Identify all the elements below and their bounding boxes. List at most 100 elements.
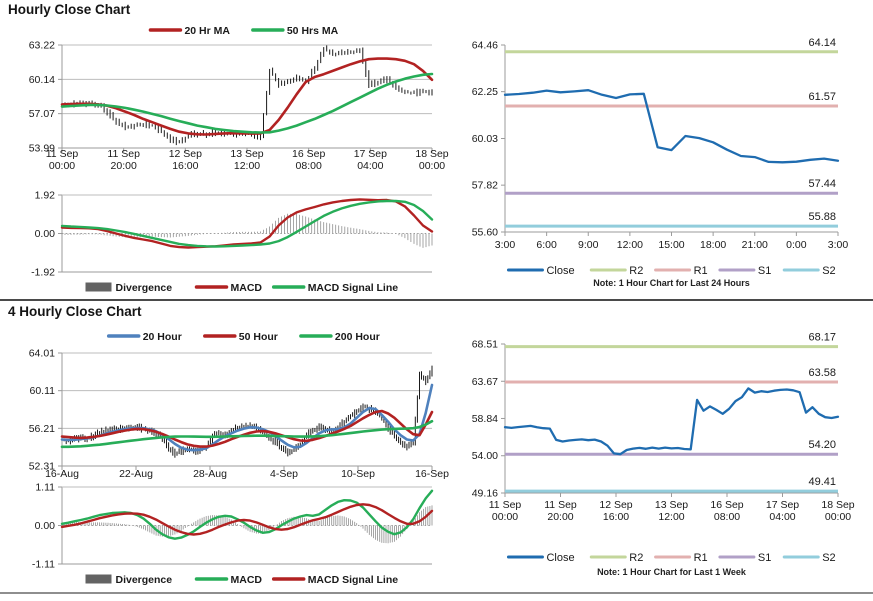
hourly-pivot-note: Note: 1 Hour Chart for Last 24 Hours <box>593 278 750 288</box>
x-tick-label: 12 Sep <box>169 148 202 160</box>
hourly-macd-chart: 1.92 0.00 -1.92 Divergence MACD MACD Signal L… <box>31 190 434 294</box>
x-tick-label: 16-Sep <box>415 468 449 480</box>
x-tick-label: 18 Sep <box>415 148 448 160</box>
x-tick-label: 6:00 <box>536 239 557 251</box>
level-label-R1: 63.58 <box>808 367 836 379</box>
bottom-divider <box>0 592 873 594</box>
y-tick-label: 55.60 <box>472 227 498 239</box>
ma-line <box>60 383 434 452</box>
y-tick-label: 1.92 <box>35 190 56 202</box>
level-label-S2: 49.41 <box>808 476 836 488</box>
y-tick-label: 49.16 <box>472 488 498 500</box>
legend-label: 50 Hrs MA <box>287 25 339 37</box>
x-tick-label: 16 Sep <box>292 148 325 160</box>
legend-label: 50 Hour <box>239 331 278 343</box>
y-tick-label: 60.14 <box>29 74 55 86</box>
level-label-S1: 54.20 <box>808 439 836 451</box>
x-tick-label: 12 Sep <box>599 499 632 511</box>
section-title-fourhourly: 4 Hourly Close Chart <box>8 304 142 319</box>
x-tick-label: 18:00 <box>700 239 726 251</box>
legend-label: Close <box>546 552 574 564</box>
x-tick-label: 3:00 <box>828 239 849 251</box>
level-label-R2: 64.14 <box>808 37 836 49</box>
ma-line <box>60 419 434 449</box>
x-tick-label: 3:00 <box>495 239 516 251</box>
x-tick-label: 11 Sep <box>489 499 522 511</box>
y-tick-label: 60.03 <box>472 133 498 145</box>
level-label-S1: 57.44 <box>808 178 836 190</box>
legend-label: MACD <box>231 574 263 586</box>
y-tick-label: 62.25 <box>472 86 498 98</box>
y-tick-label: 58.84 <box>472 413 498 425</box>
x-tick-label: 11 Sep <box>544 499 577 511</box>
y-tick-label: 52.31 <box>29 461 55 473</box>
x-tick-label: 11 Sep <box>46 148 79 160</box>
x-tick-label: 18 Sep <box>821 499 854 511</box>
x-tick-label: 17 Sep <box>354 148 387 160</box>
x-tick-label: 11 Sep <box>107 148 140 160</box>
y-tick-label: 1.11 <box>35 482 55 494</box>
y-tick-label: 57.82 <box>472 180 498 192</box>
x-tick-label: 16:00 <box>603 511 629 523</box>
x-tick-label: 9:00 <box>578 239 599 251</box>
legend-label: 200 Hour <box>335 331 380 343</box>
legend-label: MACD Signal Line <box>308 574 399 586</box>
x-tick-label: 04:00 <box>357 160 383 172</box>
x-tick-label: 12:00 <box>658 511 684 523</box>
legend-label: Divergence <box>116 282 173 294</box>
y-tick-label: 53.99 <box>29 143 55 155</box>
x-tick-label: 12:00 <box>617 239 643 251</box>
y-tick-label: -1.11 <box>32 559 55 571</box>
x-tick-label: 16-Aug <box>45 468 79 480</box>
macd-line <box>60 489 434 540</box>
x-tick-label: 08:00 <box>296 160 322 172</box>
legend-label: MACD Signal Line <box>308 282 399 294</box>
y-tick-label: 54.00 <box>472 450 498 462</box>
legend-swatch-divergence <box>85 282 112 292</box>
x-tick-label: 00:00 <box>419 160 445 172</box>
y-tick-label: 0.00 <box>35 228 56 240</box>
x-tick-label: 20:00 <box>547 511 573 523</box>
legend-label: R2 <box>629 552 643 564</box>
macd-line <box>60 198 434 249</box>
x-tick-label: 04:00 <box>769 511 795 523</box>
x-tick-label: 17 Sep <box>766 499 799 511</box>
x-tick-label: 10-Sep <box>341 468 375 480</box>
legend-label: 20 Hour <box>143 331 182 343</box>
ma-line <box>60 57 434 136</box>
legend-label: R2 <box>629 265 643 277</box>
legend-label: R1 <box>694 265 708 277</box>
x-tick-label: 08:00 <box>714 511 740 523</box>
y-tick-label: 57.07 <box>29 108 55 120</box>
ma-line <box>60 409 434 448</box>
y-tick-label: 56.21 <box>29 423 55 435</box>
x-tick-label: 4-Sep <box>270 468 298 480</box>
x-tick-label: 16 Sep <box>710 499 743 511</box>
legend-label: S1 <box>758 552 771 564</box>
legend-label: 20 Hr MA <box>184 25 230 37</box>
macd-line <box>60 199 434 248</box>
legend-label: Close <box>546 265 574 277</box>
x-tick-label: 22-Aug <box>119 468 153 480</box>
macd-line <box>60 503 434 536</box>
legend-label: R1 <box>694 552 708 564</box>
level-label-R2: 68.17 <box>808 332 836 344</box>
x-tick-label: 16:00 <box>172 160 198 172</box>
close-line <box>503 89 840 164</box>
y-tick-label: 64.01 <box>29 348 55 360</box>
y-tick-label: 68.51 <box>472 339 498 351</box>
y-tick-label: 64.46 <box>472 40 498 52</box>
x-tick-label: 13 Sep <box>655 499 688 511</box>
legend-label: MACD <box>231 282 263 294</box>
legend-label: S2 <box>822 265 835 277</box>
x-tick-label: 21:00 <box>742 239 768 251</box>
x-tick-label: 12:00 <box>234 160 260 172</box>
fourhour-macd-chart: 1.11 0.00 -1.11 Divergence MACD MACD Signal L… <box>32 482 434 586</box>
x-tick-label: 13 Sep <box>230 148 263 160</box>
section-divider <box>0 299 873 301</box>
